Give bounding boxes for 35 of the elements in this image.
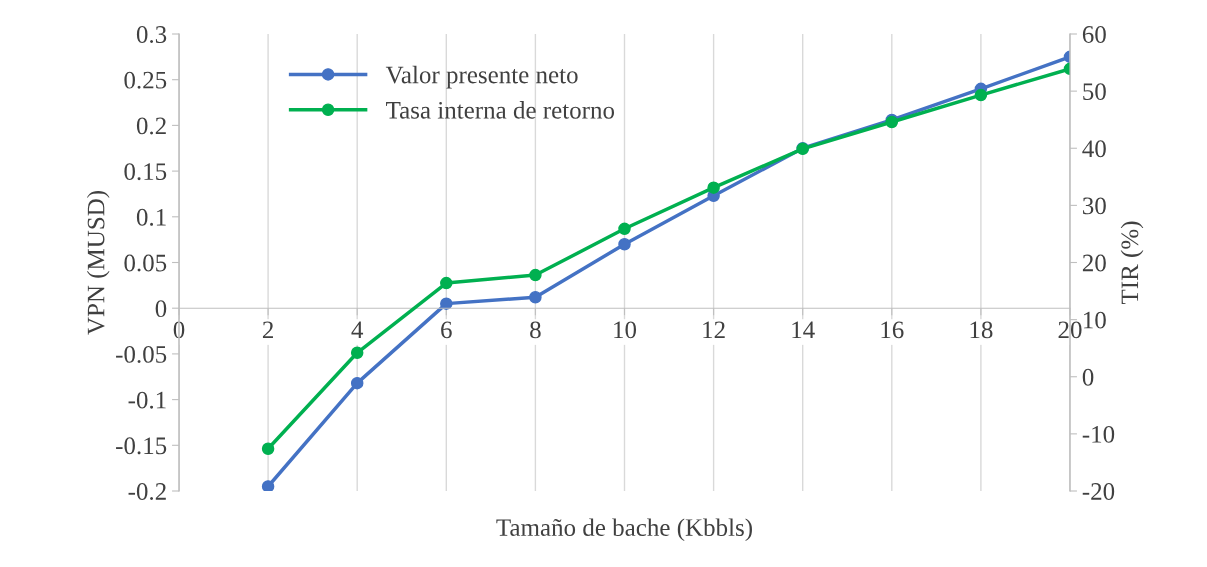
x-tick-label: 14 bbox=[792, 321, 815, 339]
y-tick-label: -0.05 bbox=[116, 345, 167, 363]
y-tick-label: 0.05 bbox=[124, 254, 167, 272]
y-tick-label: -0.1 bbox=[128, 391, 166, 409]
y2-tick-label: 30 bbox=[1083, 197, 1106, 215]
y2-tick-label: -10 bbox=[1082, 425, 1115, 443]
y2-tick-label: 20 bbox=[1082, 254, 1106, 272]
y-tick-label: -0.2 bbox=[128, 483, 166, 501]
y2-tick-label: 50 bbox=[1083, 83, 1106, 101]
x-tick-label: 20 bbox=[1058, 321, 1082, 339]
x-tick-label: 0 bbox=[173, 321, 185, 339]
x-tick-label: 10 bbox=[614, 321, 637, 339]
x-tick-label: 16 bbox=[881, 321, 904, 339]
y-tick-label: 0.2 bbox=[136, 117, 166, 135]
y2-tick-label: -20 bbox=[1082, 483, 1115, 500]
x-tick-label: 6 bbox=[441, 321, 452, 339]
y2-axis-title: TIR (%) bbox=[1120, 221, 1144, 305]
x-tick-label: 2 bbox=[262, 321, 273, 339]
x-axis-title: Tamaño de bache (Kbbls) bbox=[496, 518, 752, 542]
x-tick-label: 8 bbox=[530, 321, 541, 339]
x-tick-label: 4 bbox=[351, 321, 364, 339]
y2-tick-label: 60 bbox=[1082, 26, 1106, 43]
x-tick-label: 18 bbox=[970, 321, 993, 339]
y-tick-label: 0.15 bbox=[124, 163, 167, 181]
y-tick-label: -0.15 bbox=[116, 437, 167, 455]
y-tick-label: 0.25 bbox=[124, 71, 167, 89]
legend-label: Valor presente neto bbox=[385, 65, 578, 89]
y2-tick-label: 40 bbox=[1082, 140, 1106, 158]
y-axis-title: VPN (MUSD) bbox=[86, 191, 110, 335]
x-tick-label: 12 bbox=[703, 321, 725, 339]
y-tick-label: 0.3 bbox=[136, 26, 167, 44]
y-tick-label: 0 bbox=[155, 300, 167, 318]
y2-tick-label: 0 bbox=[1082, 368, 1094, 386]
legend-label: Tasa interna de retorno bbox=[386, 101, 615, 119]
y-tick-label: 0.1 bbox=[136, 208, 166, 226]
